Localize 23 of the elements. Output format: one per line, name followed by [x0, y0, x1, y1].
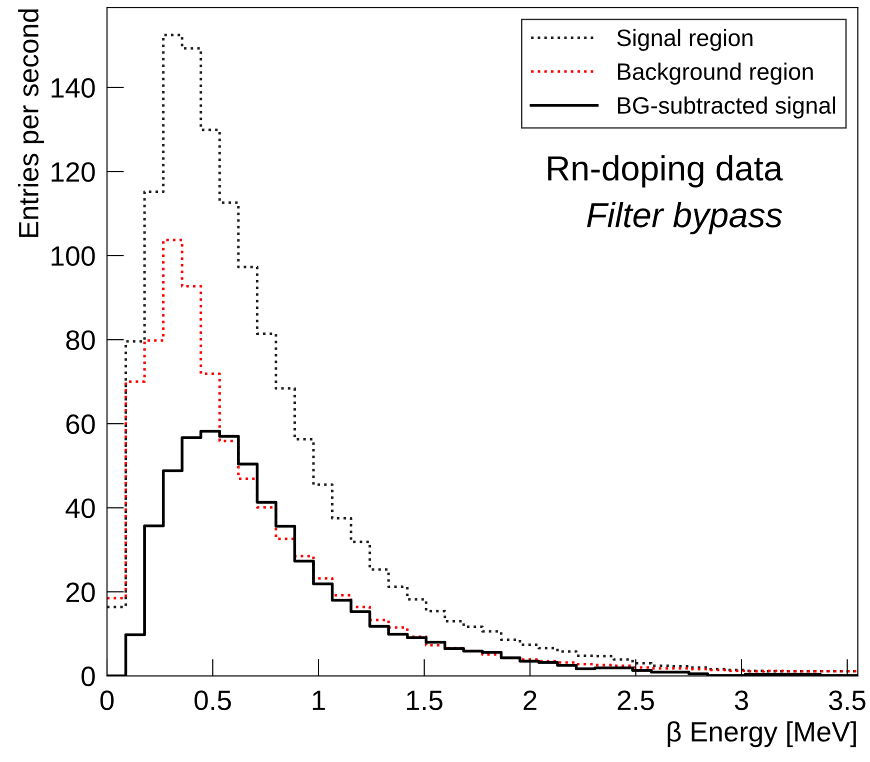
- x-tick-label: 2.5: [618, 690, 654, 710]
- x-axis-title: β Energy [MeV]: [668, 721, 856, 748]
- legend-label: BG-subtracted signal: [618, 96, 836, 119]
- x-tick-label: 1.5: [407, 690, 442, 710]
- x-tick-label: 0.5: [194, 690, 231, 710]
- y-tick-label: 120: [52, 162, 95, 182]
- x-tick-label: 3.5: [829, 690, 866, 710]
- y-tick-label: 60: [66, 414, 95, 434]
- y-tick-label: 20: [66, 582, 95, 602]
- x-tick-label: 1: [312, 690, 325, 710]
- y-tick-label: 80: [66, 330, 95, 350]
- legend-label: Background region: [618, 62, 813, 85]
- legend-label: Signal region: [617, 28, 752, 51]
- y-tick-label: 40: [66, 498, 95, 518]
- y-tick-label: 140: [52, 78, 95, 98]
- y-tick-label: 100: [52, 246, 95, 266]
- x-tick-label: 3: [734, 690, 748, 710]
- x-tick-label: 0: [100, 690, 114, 710]
- y-axis-title: Entries per second: [18, 9, 44, 237]
- annotation: Rn-doping data: [548, 155, 783, 188]
- annotation: Filter bypass: [587, 202, 782, 234]
- x-tick-label: 2: [524, 690, 536, 710]
- y-tick-label: 0: [82, 666, 95, 686]
